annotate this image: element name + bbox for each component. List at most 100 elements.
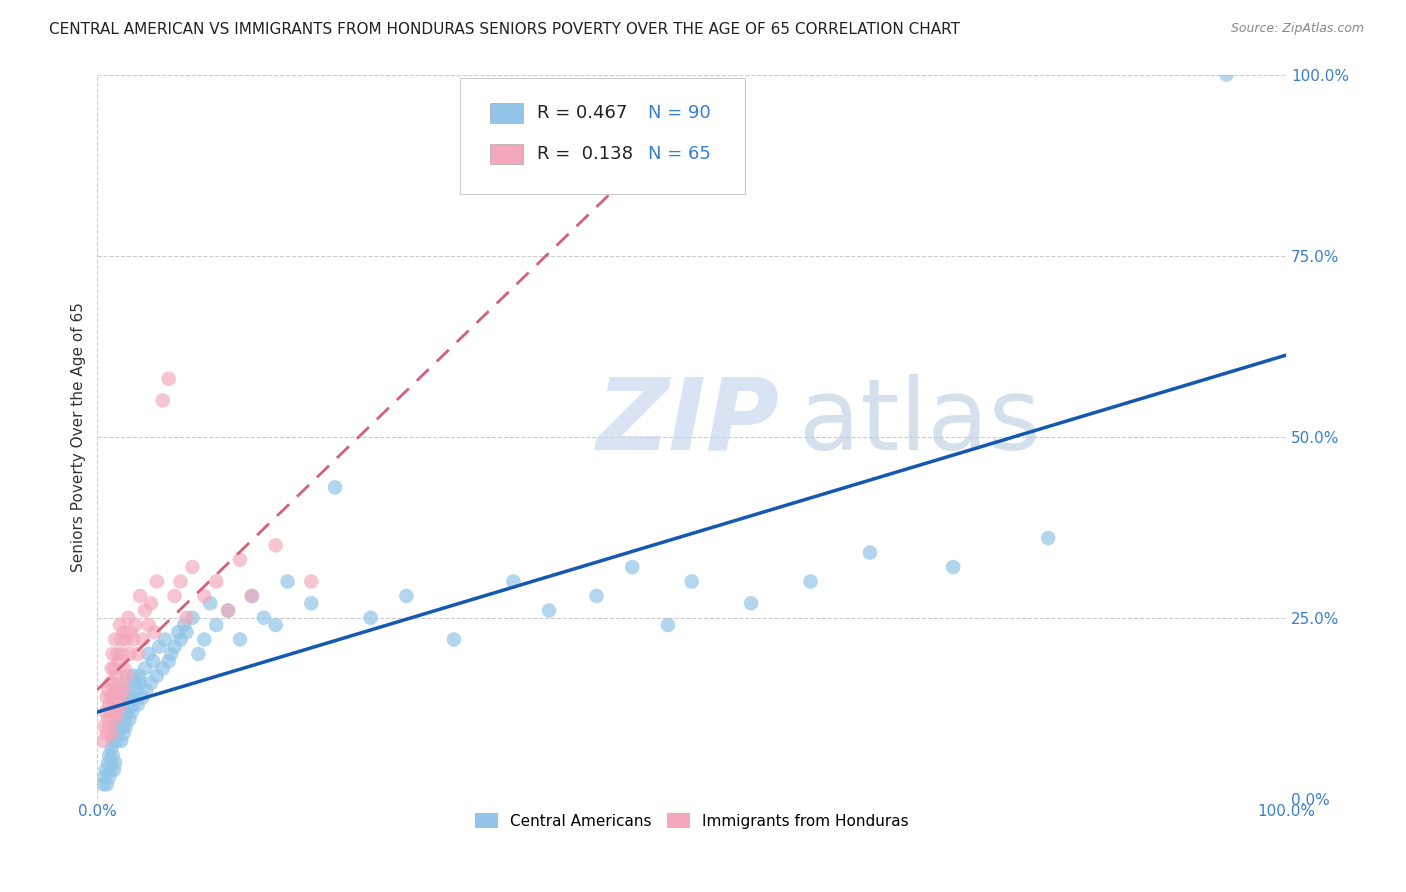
Point bbox=[115, 632, 138, 647]
Point bbox=[124, 618, 146, 632]
Point bbox=[105, 698, 128, 712]
Point bbox=[152, 393, 174, 408]
Point bbox=[122, 632, 145, 647]
Point bbox=[108, 698, 131, 712]
Point bbox=[942, 560, 965, 574]
Point bbox=[217, 603, 239, 617]
Point bbox=[115, 676, 138, 690]
Point bbox=[96, 777, 118, 791]
Point bbox=[103, 661, 125, 675]
Point bbox=[799, 574, 821, 589]
Point bbox=[160, 647, 183, 661]
Point bbox=[110, 734, 132, 748]
Point bbox=[134, 661, 156, 675]
Point bbox=[200, 596, 222, 610]
Point bbox=[101, 676, 124, 690]
Point bbox=[100, 741, 122, 756]
Point bbox=[114, 683, 136, 698]
Point bbox=[121, 705, 143, 719]
Point bbox=[97, 756, 120, 770]
Point bbox=[107, 698, 129, 712]
Point bbox=[395, 589, 418, 603]
Point bbox=[111, 690, 134, 705]
Point bbox=[139, 676, 162, 690]
Point bbox=[112, 683, 135, 698]
Point bbox=[129, 589, 152, 603]
Point bbox=[104, 683, 127, 698]
Point bbox=[1038, 531, 1060, 545]
Point bbox=[163, 589, 186, 603]
Point bbox=[169, 632, 191, 647]
Point bbox=[585, 589, 607, 603]
Point bbox=[264, 618, 287, 632]
Point bbox=[146, 669, 169, 683]
Point bbox=[104, 756, 127, 770]
Point bbox=[323, 480, 346, 494]
Point bbox=[98, 719, 121, 733]
Point bbox=[142, 654, 165, 668]
Point bbox=[91, 777, 114, 791]
Point bbox=[112, 726, 135, 740]
Point bbox=[217, 603, 239, 617]
Point bbox=[299, 596, 322, 610]
Y-axis label: Seniors Poverty Over the Age of 65: Seniors Poverty Over the Age of 65 bbox=[72, 301, 86, 572]
Point bbox=[96, 690, 118, 705]
Point bbox=[101, 705, 124, 719]
Point bbox=[101, 748, 124, 763]
Point bbox=[100, 726, 122, 740]
Point bbox=[125, 683, 148, 698]
Point bbox=[299, 574, 322, 589]
Point bbox=[104, 632, 127, 647]
Point bbox=[277, 574, 299, 589]
Point bbox=[122, 669, 145, 683]
Point bbox=[94, 705, 117, 719]
Point bbox=[111, 647, 134, 661]
Point bbox=[146, 574, 169, 589]
Point bbox=[120, 625, 142, 640]
Point bbox=[108, 618, 131, 632]
Point bbox=[163, 640, 186, 654]
Text: N = 90: N = 90 bbox=[648, 103, 710, 122]
FancyBboxPatch shape bbox=[460, 78, 745, 194]
Point bbox=[103, 690, 125, 705]
Point bbox=[173, 618, 195, 632]
Point bbox=[264, 538, 287, 552]
Point bbox=[131, 690, 153, 705]
Point bbox=[100, 661, 122, 675]
Point bbox=[91, 734, 114, 748]
Point bbox=[96, 726, 118, 740]
Point bbox=[98, 748, 121, 763]
Point bbox=[153, 632, 176, 647]
Point bbox=[205, 618, 228, 632]
Point bbox=[157, 372, 180, 386]
Point bbox=[128, 669, 150, 683]
Point bbox=[93, 719, 115, 733]
Point bbox=[152, 661, 174, 675]
Text: ZIP: ZIP bbox=[596, 374, 779, 471]
Point bbox=[229, 553, 252, 567]
Point bbox=[107, 726, 129, 740]
Point bbox=[131, 632, 153, 647]
Point bbox=[240, 589, 263, 603]
Point bbox=[94, 763, 117, 777]
Point bbox=[117, 611, 139, 625]
FancyBboxPatch shape bbox=[489, 103, 523, 123]
Point bbox=[127, 698, 149, 712]
Point bbox=[240, 589, 263, 603]
Point bbox=[100, 690, 122, 705]
Point bbox=[97, 712, 120, 726]
Point bbox=[138, 618, 160, 632]
Point bbox=[110, 632, 132, 647]
Point bbox=[100, 763, 122, 777]
Point bbox=[118, 712, 141, 726]
Point bbox=[101, 734, 124, 748]
Point bbox=[108, 719, 131, 733]
Point bbox=[114, 661, 136, 675]
Point bbox=[100, 705, 122, 719]
Text: R = 0.467: R = 0.467 bbox=[537, 103, 645, 122]
Point bbox=[93, 770, 115, 784]
Point bbox=[193, 632, 215, 647]
Point bbox=[111, 676, 134, 690]
Point bbox=[107, 647, 129, 661]
Point bbox=[157, 654, 180, 668]
